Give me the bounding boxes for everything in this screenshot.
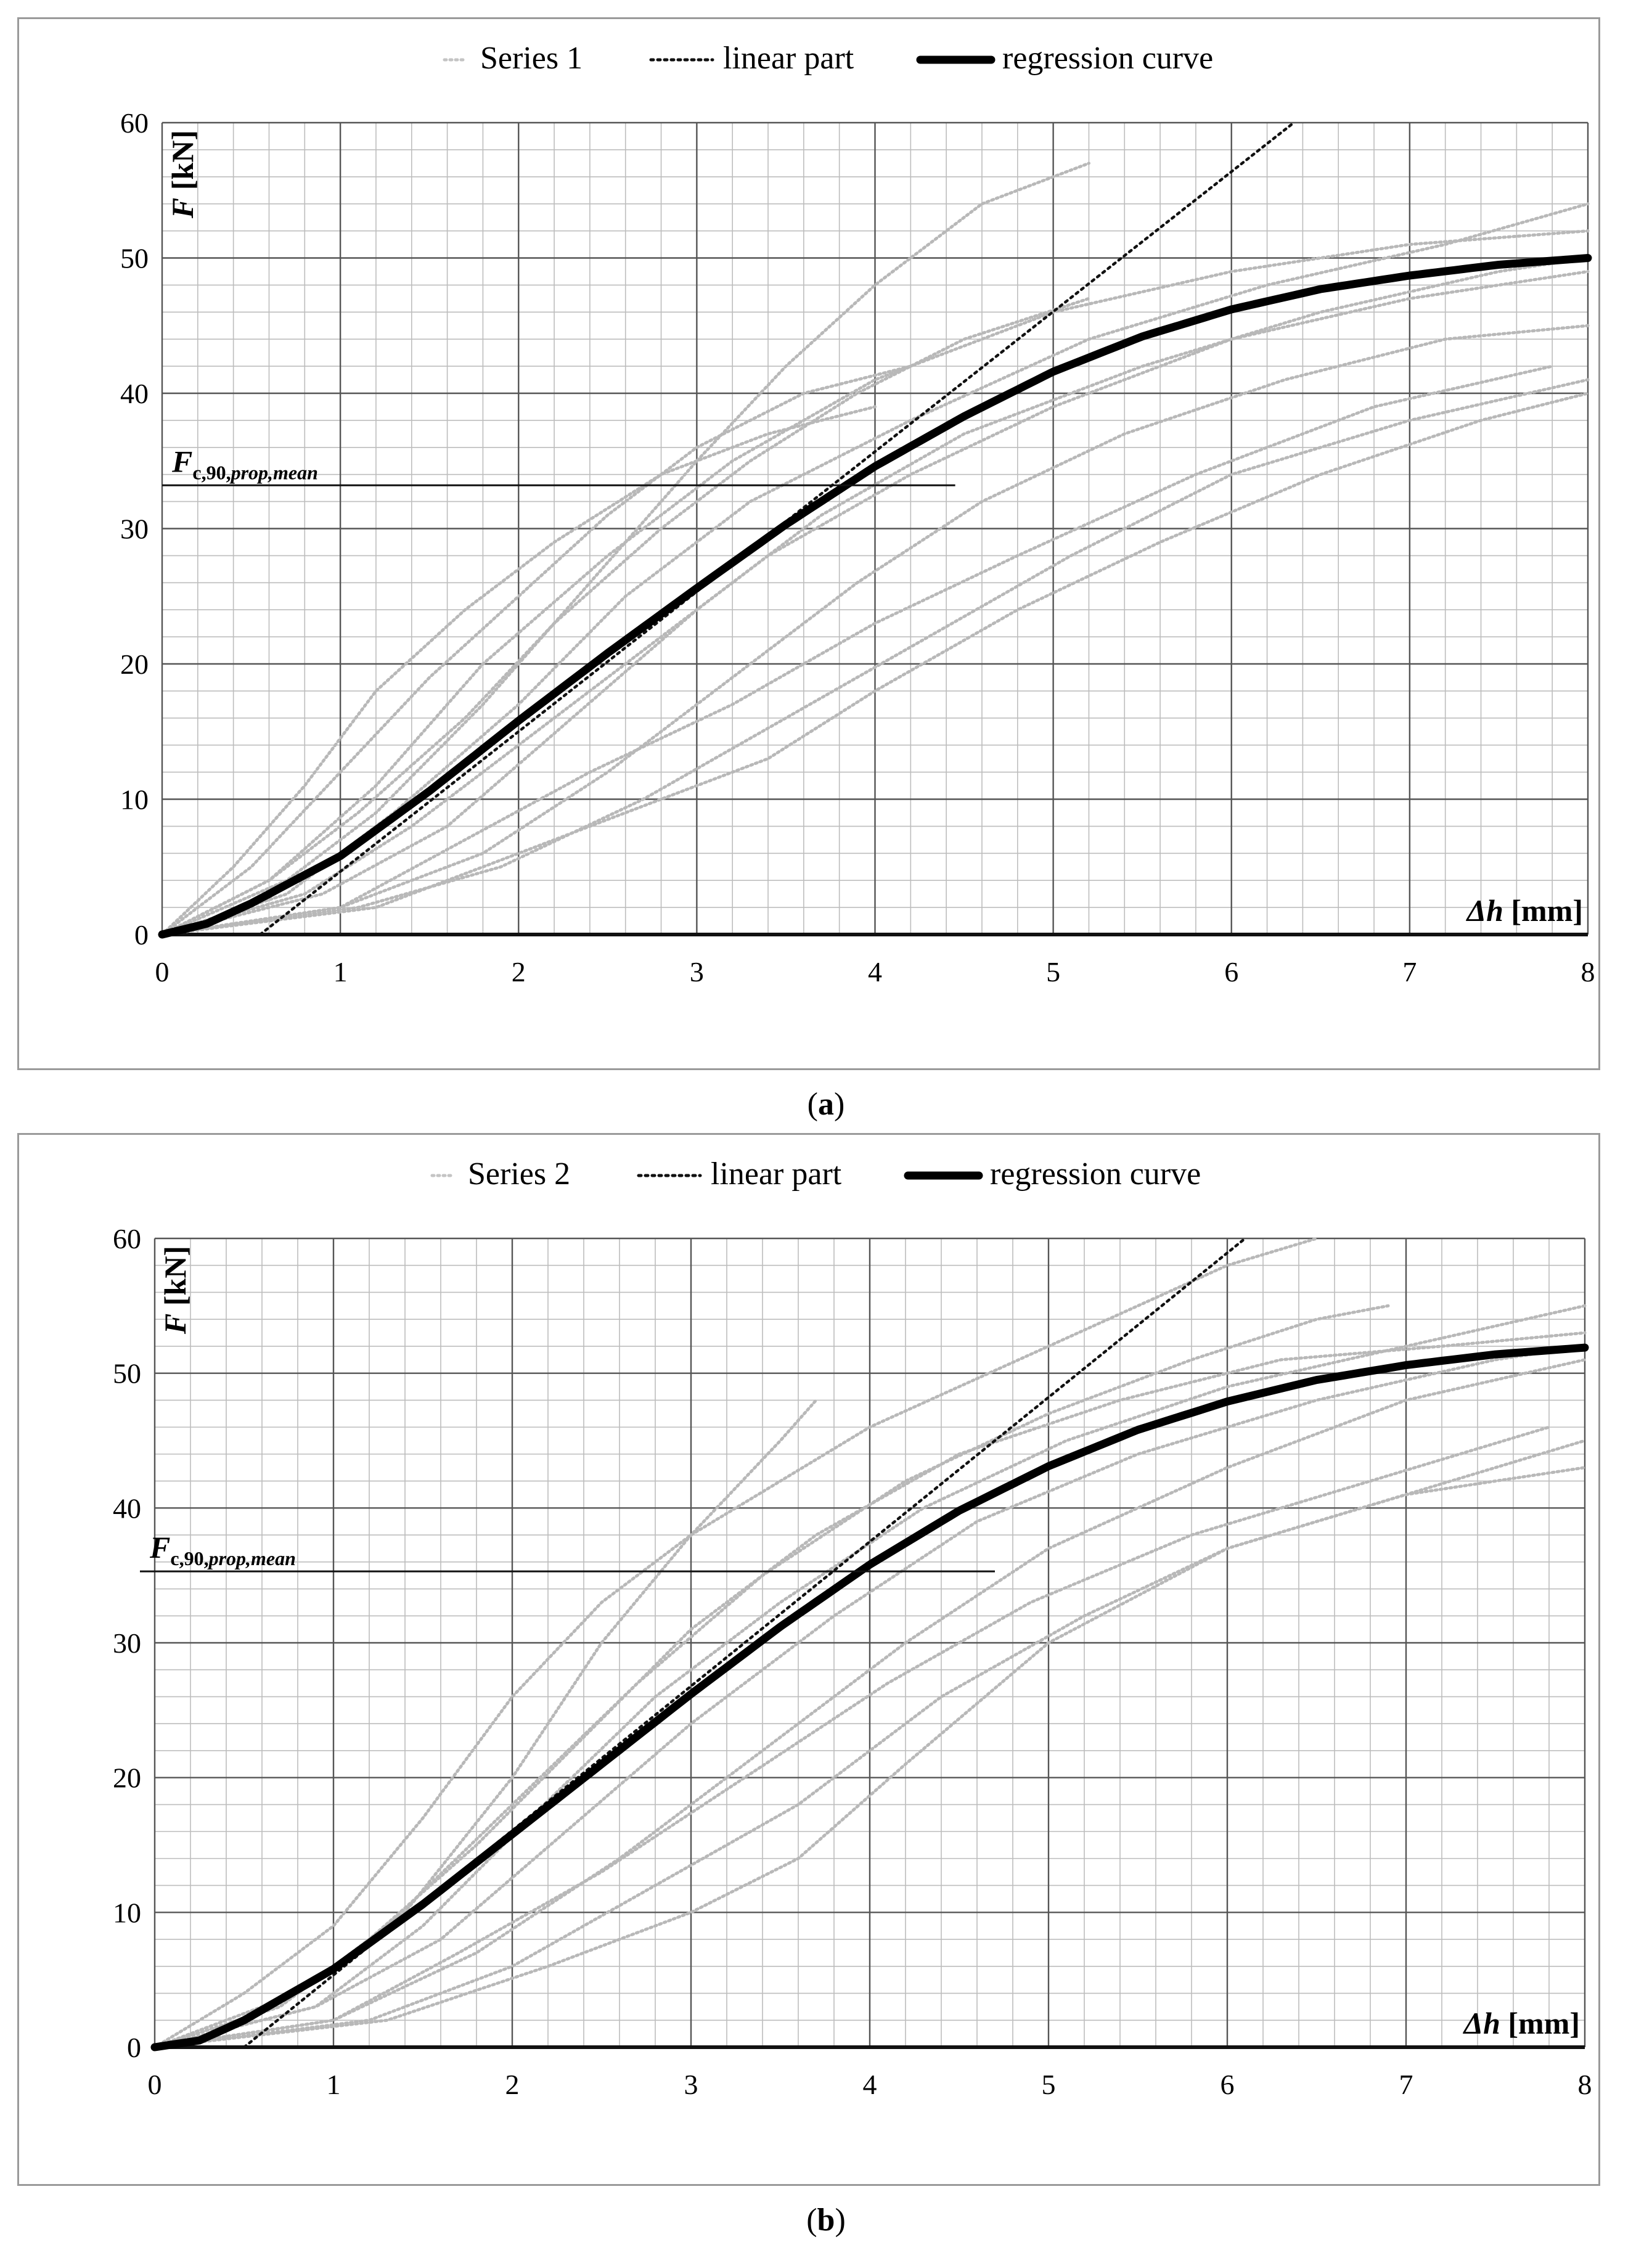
chart-b-xtick-label: 5 — [1042, 2069, 1056, 2100]
chart-b-ytick-label: 40 — [113, 1492, 141, 1524]
chart-a-xtick-label: 4 — [868, 956, 882, 988]
chart-b-x-axis-symbol: Δh — [1463, 2006, 1500, 2040]
chart-a-y-axis-label: F [kN] — [165, 130, 200, 219]
chart-b-xtick-label: 6 — [1221, 2069, 1235, 2100]
chart-a-series-trace — [160, 405, 877, 936]
chart-a-major-grid — [161, 121, 1589, 936]
chart-b-series-trace — [153, 1358, 1587, 2049]
chart-a-series-trace — [160, 162, 1090, 936]
chart-b-major-grid — [153, 1237, 1586, 2048]
chart-b-fc90-sub-italic: prop,mean — [207, 1547, 296, 1569]
chart-b-regression-curve — [150, 1343, 1589, 2052]
chart-a-svg: Fc,90,prop,mean 0 1 2 3 4 5 6 7 8 0 10 20 30 40 50 60 Δh … — [120, 41, 1595, 988]
chart-b-linear-part-line — [242, 1237, 1247, 2049]
chart-b-xtick-label: 3 — [684, 2069, 698, 2100]
chart-b-y-axis-label: F [kN] — [158, 1246, 192, 1335]
chart-a-fc90-sub: c,90, — [192, 461, 231, 483]
chart-b-fc90-main: F — [149, 1530, 170, 1565]
chart-a-xtick-label: 3 — [690, 956, 704, 988]
chart-b-series-trace — [153, 1304, 1587, 2049]
chart-a-series-trace — [160, 270, 1590, 936]
caption-b: (b) — [806, 2203, 846, 2238]
chart-a-regression-curve — [158, 254, 1592, 939]
chart-a-series-trace — [160, 324, 1590, 936]
chart-b-xtick-label: 0 — [148, 2069, 162, 2100]
chart-b-ytick-label: 30 — [113, 1627, 141, 1659]
chart-a-series-trace — [160, 364, 912, 936]
chart-a-xtick-label: 5 — [1046, 956, 1060, 988]
chart-a-y-axis-symbol: F — [165, 198, 200, 219]
chart-b-series-trace — [153, 1425, 1551, 2049]
chart-a-series-trace — [160, 364, 1554, 936]
chart-b-series-trace — [153, 1304, 1390, 2049]
chart-b-legend-linear-label: linear part — [711, 1156, 842, 1192]
chart-b-xtick-label: 1 — [327, 2069, 341, 2100]
chart-b-legend-regression-label: regression curve — [990, 1156, 1201, 1192]
chart-b-y-axis-symbol: F — [158, 1314, 192, 1335]
chart-b-xtick-label: 8 — [1578, 2069, 1592, 2100]
chart-a-xtick-label: 7 — [1402, 956, 1417, 988]
chart-b-ytick-label: 60 — [113, 1223, 141, 1254]
chart-a-xtick-label: 2 — [512, 956, 526, 988]
chart-a-series-trace — [160, 378, 1590, 936]
chart-b-ytick-label: 0 — [127, 2032, 141, 2063]
chart-b-fc90-sub: c,90, — [170, 1547, 208, 1569]
chart-panel-b: Fc,90,prop,mean 0 1 2 3 4 5 6 7 8 0 10 20 30 40 50 60 Δh … — [17, 1133, 1600, 2186]
chart-b-series-trace — [153, 1439, 1587, 2049]
chart-panel-a: Fc,90,prop,mean 0 1 2 3 4 5 6 7 8 0 10 20 30 40 50 60 Δh … — [17, 17, 1600, 1070]
chart-b-xtick-label: 2 — [505, 2069, 520, 2100]
chart-a-y-axis-unit: [kN] — [165, 130, 200, 198]
chart-b-ytick-label: 10 — [113, 1897, 141, 1928]
chart-a-ytick-label: 0 — [134, 919, 149, 951]
chart-a-ytick-label: 50 — [120, 243, 149, 274]
chart-b-y-axis-unit: [kN] — [158, 1246, 192, 1314]
chart-a-scatter-group — [160, 162, 1590, 936]
chart-a-x-axis-label: Δh [mm] — [1466, 893, 1583, 928]
chart-b-x-axis-unit: [mm] — [1500, 2006, 1580, 2040]
chart-a-ytick-label: 60 — [120, 107, 149, 139]
chart-a-series-trace — [160, 229, 1590, 936]
chart-a-legend: Series 1 linear part regression curve — [443, 41, 1213, 76]
chart-a-xtick-label: 1 — [333, 956, 348, 988]
chart-a-xtick-label: 6 — [1224, 956, 1238, 988]
chart-a-ytick-label: 30 — [120, 513, 149, 545]
caption-a-letter: a — [818, 1087, 834, 1122]
chart-a-x-axis-symbol: Δh — [1466, 893, 1503, 928]
chart-a-ytick-label: 20 — [120, 648, 149, 680]
chart-a-xtick-label: 8 — [1581, 956, 1595, 988]
chart-a-ytick-label: 10 — [120, 784, 149, 816]
chart-a-fc90-sub-italic: prop,mean — [229, 461, 318, 483]
caption-b-letter: b — [817, 2203, 835, 2238]
chart-b-xtick-label: 4 — [863, 2069, 877, 2100]
chart-a-x-axis-unit: [mm] — [1503, 893, 1583, 928]
chart-b-legend-scatter-label: Series 2 — [468, 1156, 570, 1192]
chart-b-svg: Fc,90,prop,mean 0 1 2 3 4 5 6 7 8 0 10 20 30 40 50 60 Δh … — [113, 1156, 1592, 2100]
caption-a: (a) — [807, 1087, 845, 1122]
chart-b-legend: Series 2 linear part regression curve — [430, 1156, 1201, 1192]
chart-a-ytick-label: 40 — [120, 378, 149, 409]
chart-a-legend-scatter-label: Series 1 — [480, 41, 583, 76]
chart-b-xtick-label: 7 — [1399, 2069, 1413, 2100]
chart-b-series-trace — [153, 1237, 1319, 2049]
chart-b-fc90-label: Fc,90,prop,mean — [149, 1530, 296, 1569]
chart-a-series-trace — [160, 256, 1590, 936]
chart-b-x-axis-label: Δh [mm] — [1463, 2006, 1580, 2040]
chart-b-series-trace — [153, 1344, 1587, 2049]
chart-a-fc90-label: Fc,90,prop,mean — [171, 444, 318, 483]
chart-a-series-trace — [160, 391, 1590, 936]
chart-a-legend-linear-label: linear part — [723, 41, 854, 76]
chart-a-fc90-main: F — [171, 444, 192, 478]
chart-b-ytick-label: 50 — [113, 1358, 141, 1389]
chart-b-ytick-label: 20 — [113, 1762, 141, 1794]
chart-a-xtick-label: 0 — [155, 956, 170, 988]
chart-a-legend-regression-label: regression curve — [1002, 41, 1213, 76]
